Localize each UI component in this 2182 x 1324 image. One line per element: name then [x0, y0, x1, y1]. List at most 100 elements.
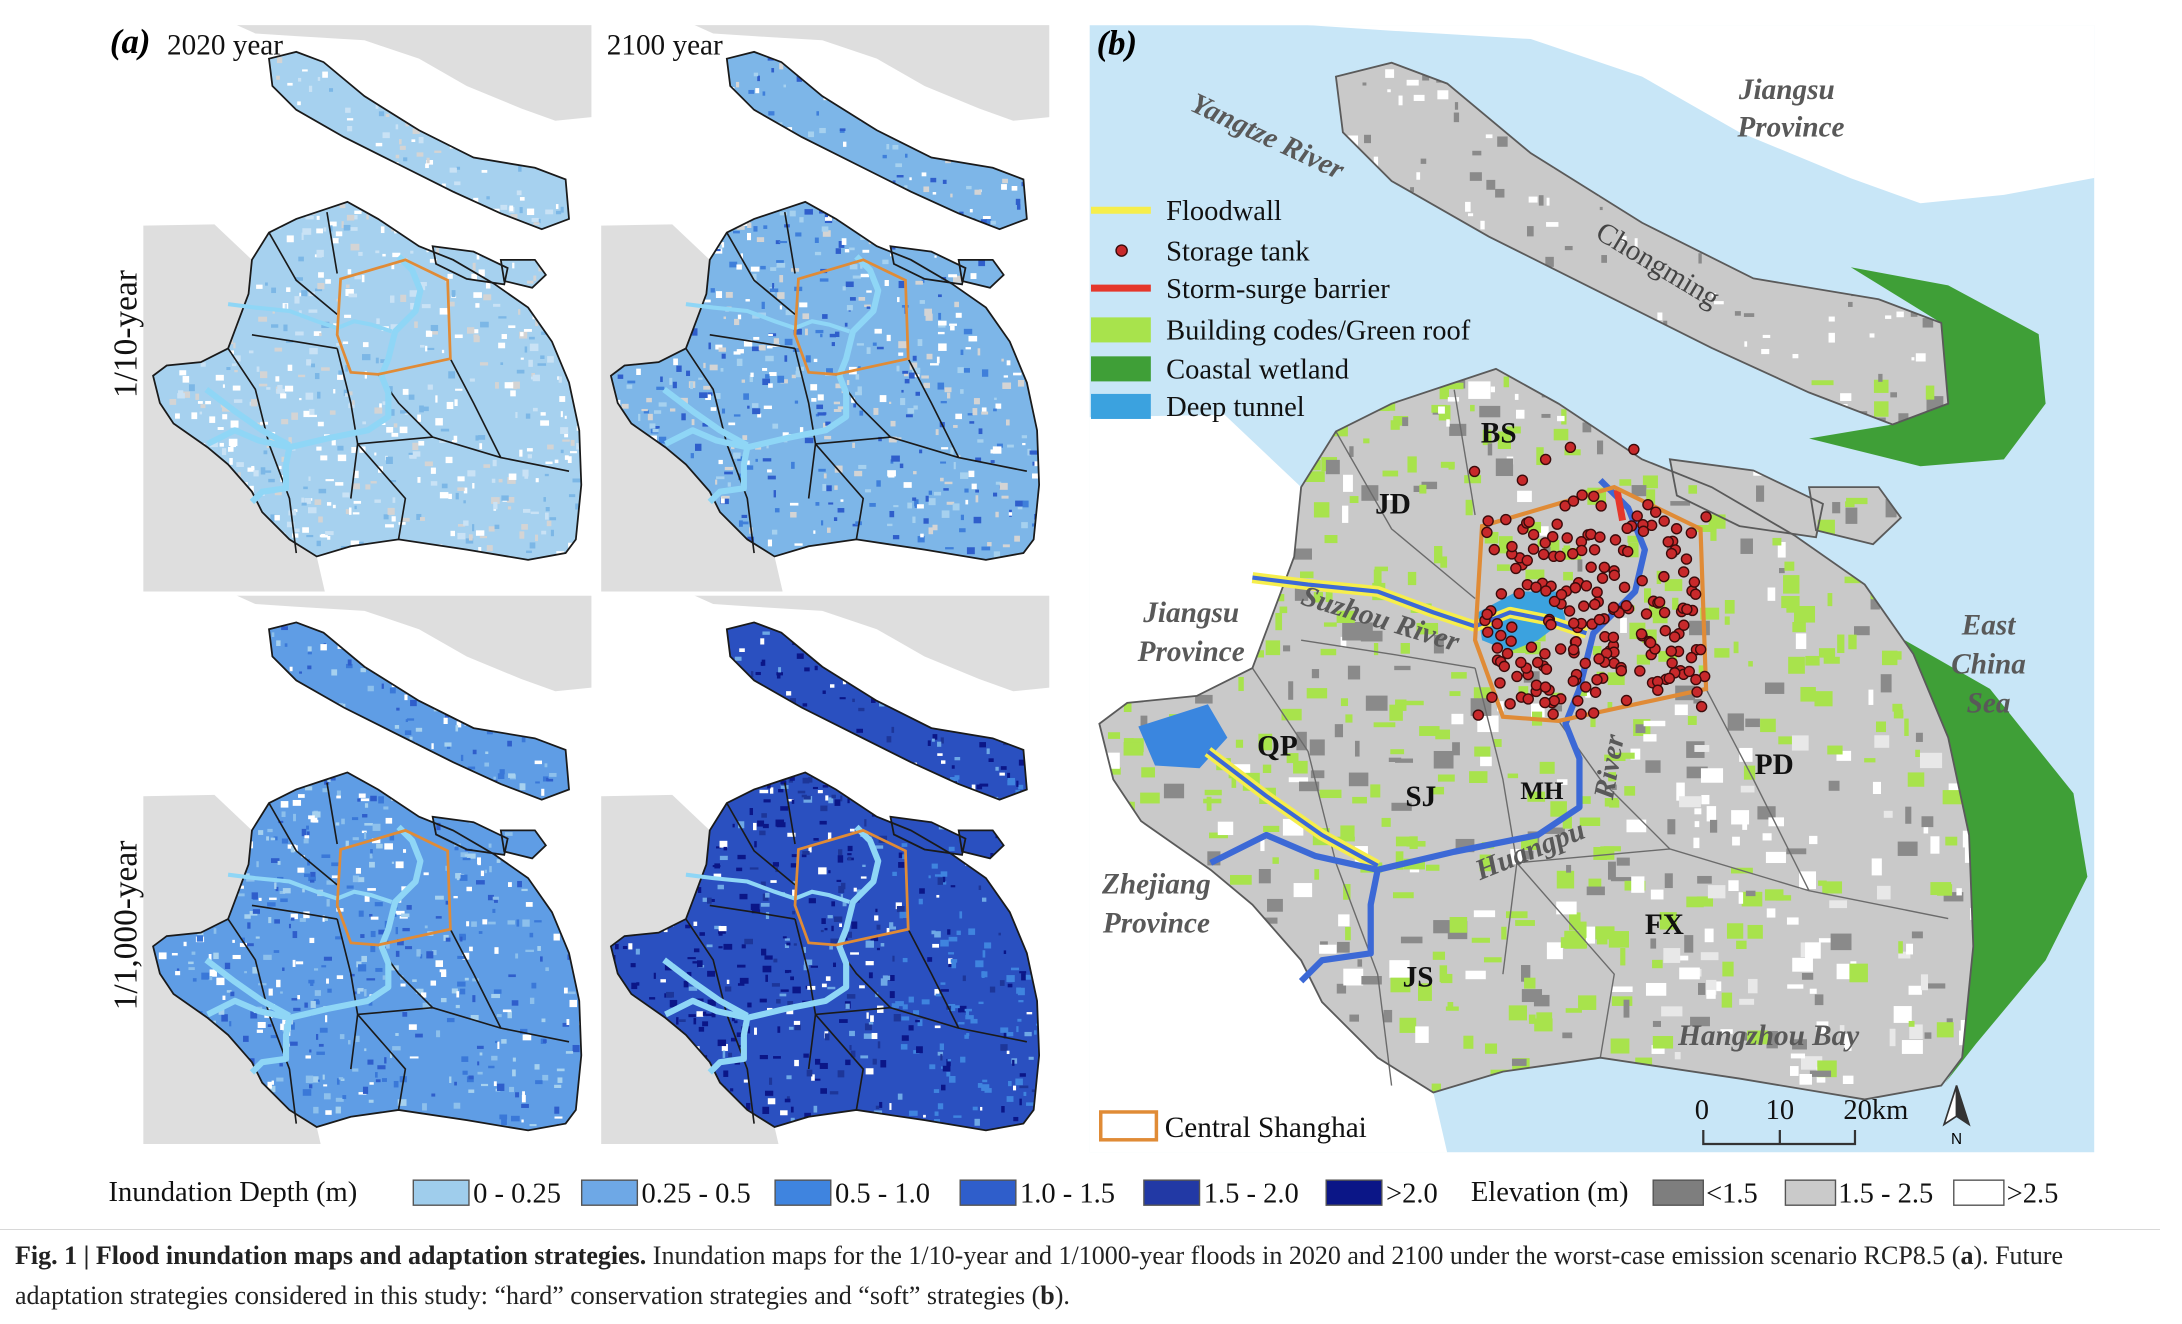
land-patch [1016, 780, 1019, 787]
land-patch [889, 510, 895, 518]
land-patch [271, 324, 279, 328]
land-patch [288, 437, 292, 444]
land-patch [930, 363, 939, 366]
land-patch [175, 413, 180, 419]
land-patch [200, 404, 206, 409]
land-patch [315, 1033, 319, 1040]
land-patch [1909, 1024, 1923, 1040]
land-patch [500, 204, 508, 210]
land-patch [1818, 648, 1836, 658]
storage-tank [1494, 677, 1506, 689]
land-patch [1484, 1043, 1498, 1054]
land-patch [860, 876, 867, 879]
land-patch [858, 296, 866, 301]
legend-swatch [1099, 1110, 1159, 1142]
land-patch [775, 240, 781, 245]
land-patch [280, 801, 289, 808]
land-patch [717, 1039, 727, 1047]
land-patch [409, 290, 419, 297]
land-patch [965, 499, 969, 505]
land-patch [1299, 781, 1320, 792]
land-patch [838, 241, 845, 248]
land-patch [638, 413, 641, 422]
land-patch [1467, 213, 1474, 217]
land-patch [232, 385, 241, 391]
land-patch [1026, 1102, 1034, 1106]
land-patch [783, 84, 787, 88]
land-patch [308, 476, 311, 481]
land-patch [1140, 715, 1148, 730]
land-patch [307, 859, 310, 866]
land-patch [803, 946, 806, 953]
land-patch [811, 397, 817, 402]
land-patch [766, 345, 773, 349]
land-patch [1578, 995, 1597, 1010]
land-patch [230, 991, 235, 997]
legend-swatch [1143, 1179, 1201, 1206]
land-patch [395, 154, 400, 159]
land-patch [828, 797, 834, 804]
land-patch [876, 480, 881, 487]
storage-tank [1607, 631, 1620, 644]
land-patch [256, 1029, 263, 1033]
land-patch [1747, 978, 1758, 994]
land-patch [531, 982, 537, 989]
land-patch [993, 492, 998, 497]
river [227, 302, 393, 334]
land-patch [317, 421, 324, 427]
land-patch [954, 757, 961, 761]
land-patch [1611, 784, 1617, 790]
land-patch [557, 376, 560, 380]
land-patch [724, 466, 734, 471]
panel-label: (a) [110, 22, 151, 61]
land-patch [398, 522, 406, 525]
land-patch [308, 85, 313, 92]
land-patch [1768, 817, 1785, 827]
land-patch [521, 1103, 529, 1108]
legend-label: Storage tank [1166, 236, 1310, 267]
storage-tank [1658, 570, 1670, 583]
land-patch [1620, 617, 1627, 633]
land-patch [1419, 484, 1427, 494]
land-patch [382, 132, 390, 139]
caption: Fig. 1 | Flood inundation maps and adapt… [0, 1229, 2160, 1323]
land-patch [521, 1094, 526, 1103]
land [499, 258, 548, 289]
land-patch [420, 954, 423, 959]
land-patch [360, 934, 365, 938]
land-patch [406, 718, 415, 721]
land-patch [702, 1011, 707, 1016]
land-patch [1465, 499, 1473, 516]
land-patch [827, 986, 836, 990]
land-patch [276, 388, 285, 394]
land-patch [454, 334, 463, 339]
land-patch [401, 913, 410, 918]
land-patch [1611, 986, 1633, 993]
land-patch [306, 534, 314, 538]
land-patch [284, 643, 288, 647]
land-patch [875, 908, 878, 913]
land-patch [1469, 172, 1482, 181]
land-patch [333, 389, 336, 394]
land-patch [469, 378, 475, 382]
land-patch [1361, 976, 1382, 985]
river [662, 254, 882, 505]
land-patch [451, 290, 456, 298]
land-patch [384, 843, 393, 850]
land-patch [415, 727, 423, 732]
land-patch [1686, 766, 1708, 779]
land-patch [327, 777, 336, 781]
land-patch [932, 192, 937, 195]
neighbor-land [694, 25, 1050, 121]
land-patch [827, 832, 832, 840]
land-patch [1406, 841, 1426, 847]
land-patch [476, 252, 480, 260]
land-patch [403, 157, 408, 162]
land-patch [1783, 575, 1800, 594]
land-patch [1701, 794, 1710, 805]
land-patch [973, 398, 980, 405]
land-patch [374, 452, 377, 456]
land-patch [271, 287, 277, 294]
land-patch [769, 372, 777, 377]
land-patch [957, 367, 964, 374]
